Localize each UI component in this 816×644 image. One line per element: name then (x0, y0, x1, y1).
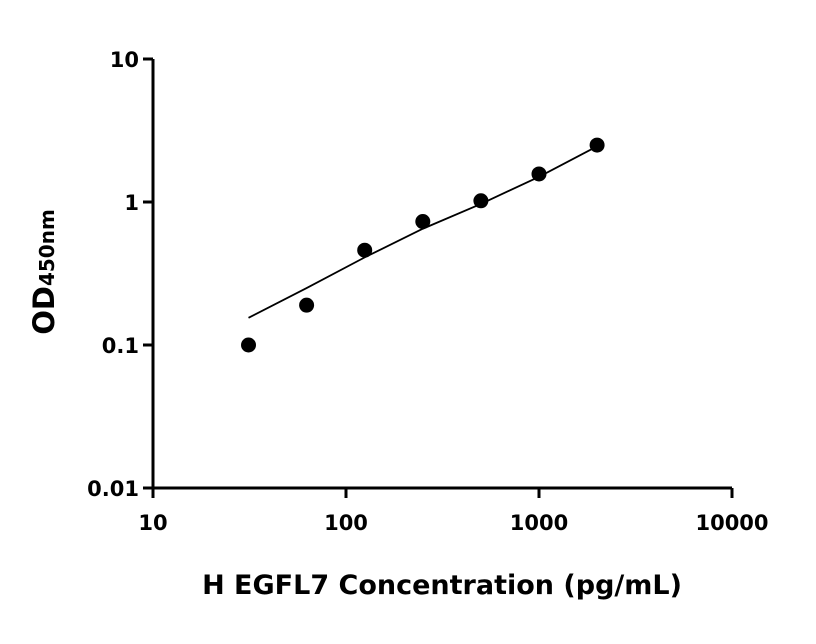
y-tick-label: 0.1 (102, 334, 139, 358)
data-point (241, 337, 257, 353)
data-point (357, 242, 373, 258)
y-axis-label-sub: 450nm (35, 209, 59, 286)
data-point (415, 214, 431, 230)
data-point (589, 137, 605, 153)
x-tick-label: 1000 (510, 511, 568, 535)
data-point (299, 297, 315, 313)
y-axis-label-main: OD (27, 286, 61, 335)
y-axis-label: OD450nm (27, 209, 61, 335)
x-tick-label: 100 (324, 511, 368, 535)
x-tick-label: 10 (138, 511, 167, 535)
fit-curve (248, 145, 598, 319)
y-tick-label: 10 (110, 48, 139, 72)
y-tick-label: 0.01 (87, 477, 139, 501)
x-axis-label: H EGFL7 Concentration (pg/mL) (202, 570, 682, 601)
y-tick-label: 1 (124, 191, 139, 215)
x-tick-label: 10000 (695, 511, 768, 535)
